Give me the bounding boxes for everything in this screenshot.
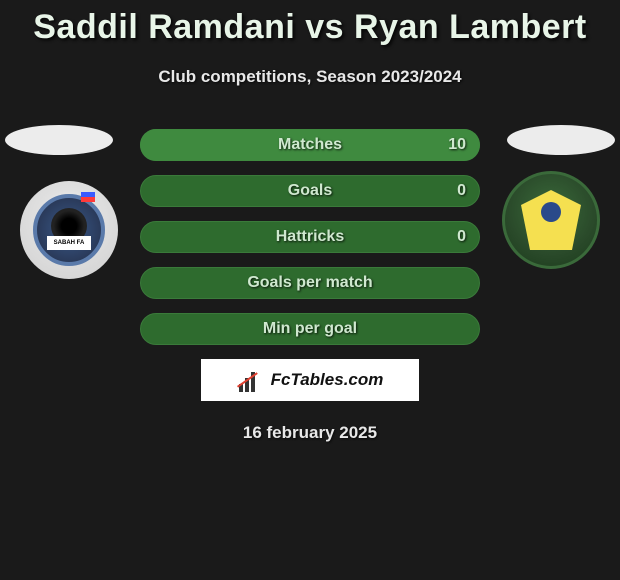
comparison-area: SABAH FA Matches 10 Goals 0 Hattricks 0 … <box>0 129 620 443</box>
stat-label: Matches <box>140 129 480 161</box>
snapshot-date: 16 february 2025 <box>0 423 620 443</box>
bar-min-per-goal: Min per goal <box>140 313 480 345</box>
brand-name: FcTables.com <box>271 370 384 390</box>
bar-matches: Matches 10 <box>140 129 480 161</box>
stat-value: 0 <box>457 175 466 207</box>
stat-label: Min per goal <box>140 313 480 345</box>
stat-bars: Matches 10 Goals 0 Hattricks 0 Goals per… <box>140 129 480 345</box>
bar-goals-per-match: Goals per match <box>140 267 480 299</box>
brand-logo-box[interactable]: FcTables.com <box>201 359 419 401</box>
right-ellipse <box>507 125 615 155</box>
page-title: Saddil Ramdani vs Ryan Lambert <box>0 0 620 47</box>
stat-label: Hattricks <box>140 221 480 253</box>
season-subtitle: Club competitions, Season 2023/2024 <box>0 67 620 87</box>
right-team-badge <box>502 171 600 269</box>
badge-banner: SABAH FA <box>47 236 91 250</box>
shield-icon <box>521 190 581 250</box>
fctables-icon <box>237 368 265 392</box>
flag-icon <box>81 192 95 202</box>
left-ellipse <box>5 125 113 155</box>
left-team-badge: SABAH FA <box>20 181 118 279</box>
stat-value: 10 <box>448 129 466 161</box>
stat-value: 0 <box>457 221 466 253</box>
stat-label: Goals <box>140 175 480 207</box>
bar-goals: Goals 0 <box>140 175 480 207</box>
stat-label: Goals per match <box>140 267 480 299</box>
bar-hattricks: Hattricks 0 <box>140 221 480 253</box>
